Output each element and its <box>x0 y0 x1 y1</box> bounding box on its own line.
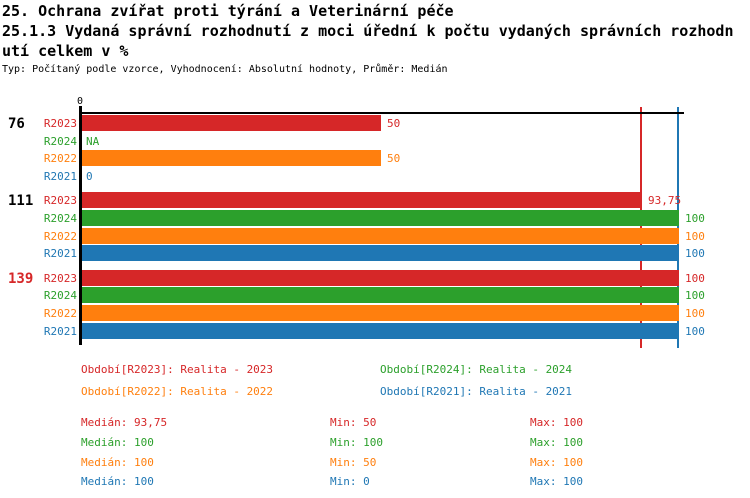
row-series-label: R2021 <box>43 324 77 338</box>
row-series-label: R2024 <box>43 289 77 303</box>
page-title-line3: utí celkem v % <box>2 42 129 60</box>
chart-meta-info: Typ: Počítaný podle vzorce, Vyhodnocení:… <box>2 64 448 75</box>
legend-item-r2022: Období[R2022]: Realita - 2022 <box>81 385 274 398</box>
min-value-r2021: Min: 0 <box>330 475 370 488</box>
bar-value-label: 93,75 <box>648 194 682 208</box>
series-bar <box>82 192 642 208</box>
series-bar <box>82 305 679 321</box>
min-value-r2022: Min: 50 <box>330 456 377 469</box>
x-axis-line <box>79 112 684 114</box>
max-value-r2021: Max: 100 <box>530 475 583 488</box>
series-bar <box>82 115 381 131</box>
series-bar <box>82 323 679 339</box>
bar-value-label: 100 <box>685 229 705 243</box>
row-series-label: R2022 <box>43 152 77 166</box>
row-series-label: R2024 <box>43 212 77 225</box>
max-value-r2023: Max: 100 <box>530 416 583 429</box>
page-title-line1: 25. Ochrana zvířat proti týrání a Veteri… <box>2 2 454 20</box>
bar-value-label: 100 <box>685 307 705 320</box>
series-bar <box>82 270 679 286</box>
row-series-label: R2023 <box>43 271 77 285</box>
row-series-label: R2023 <box>43 194 77 208</box>
bar-value-label: 50 <box>387 117 401 130</box>
min-value-r2023: Min: 50 <box>330 416 377 429</box>
row-series-label: R2021 <box>43 169 77 183</box>
bar-value-label: 100 <box>685 247 705 261</box>
bar-value-label: 100 <box>685 212 705 225</box>
series-bar <box>82 245 679 261</box>
row-series-label: R2023 <box>43 117 77 130</box>
group-label: 76 <box>8 116 25 132</box>
row-series-label: R2022 <box>43 307 77 320</box>
median-line <box>640 107 642 348</box>
legend-item-r2024: Období[R2024]: Realita - 2024 <box>380 363 573 376</box>
y-axis-line <box>79 106 82 345</box>
bar-value-label: 0 <box>86 169 93 183</box>
row-series-label: R2021 <box>43 247 77 261</box>
legend-item-r2021: Období[R2021]: Realita - 2021 <box>380 385 573 398</box>
max-line <box>677 107 679 348</box>
bar-value-label: NA <box>86 134 100 148</box>
bar-value-label: 100 <box>685 289 705 303</box>
page-title-line2: 25.1.3 Vydaná správní rozhodnutí z moci … <box>2 22 734 40</box>
bar-value-label: 100 <box>685 324 705 338</box>
max-value-r2022: Max: 100 <box>530 456 583 469</box>
zero-tick-label: 0 <box>76 96 84 107</box>
row-series-label: R2024 <box>43 134 77 148</box>
bar-value-label: 50 <box>387 152 401 166</box>
median-value-r2023: Medián: 93,75 <box>81 416 168 429</box>
min-value-r2024: Min: 100 <box>330 436 383 449</box>
series-bar <box>82 210 679 226</box>
max-value-r2024: Max: 100 <box>530 436 583 449</box>
legend-item-r2023: Období[R2023]: Realita - 2023 <box>81 363 274 376</box>
series-bar <box>82 228 679 244</box>
group-label: 111 <box>8 193 34 210</box>
bar-value-label: 100 <box>685 271 705 285</box>
series-bar <box>82 287 679 303</box>
median-value-r2021: Medián: 100 <box>81 475 154 488</box>
median-value-r2024: Medián: 100 <box>81 436 154 449</box>
row-series-label: R2022 <box>43 229 77 243</box>
group-label: 139 <box>8 270 34 287</box>
series-bar <box>82 150 381 166</box>
median-value-r2022: Medián: 100 <box>81 456 154 469</box>
